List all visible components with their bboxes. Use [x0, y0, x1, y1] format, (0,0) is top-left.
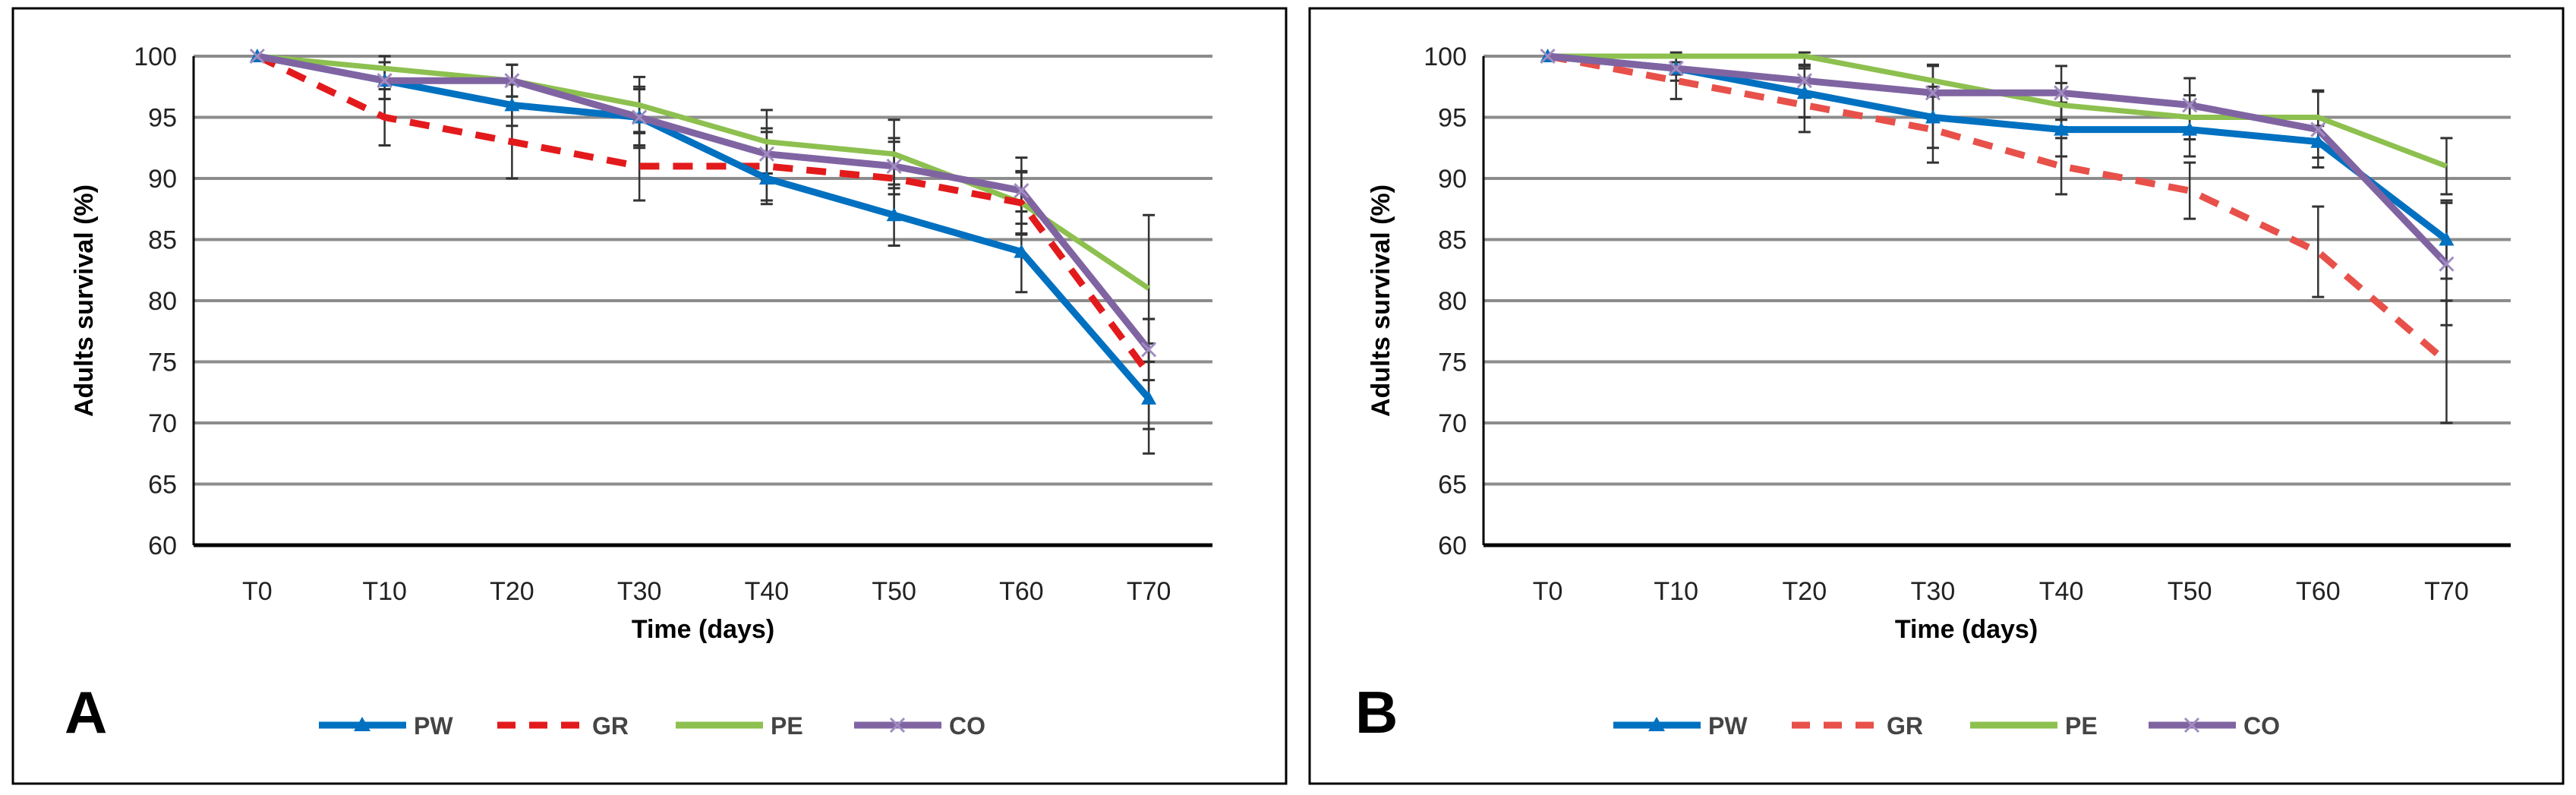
y-tick-label: 85 [1438, 226, 1467, 255]
y-tick-label: 75 [148, 349, 177, 377]
chart-panel-a: 60 65 70 75 80 85 90 95 100 T0 T10 T20 T30 T40 T50 T60 T… [11, 7, 1288, 785]
legend-item-pw: PW [319, 712, 453, 740]
y-tick-label: 80 [1438, 287, 1467, 316]
data-point-co [1540, 48, 1556, 65]
x-tick-label: T70 [1127, 577, 1171, 606]
y-tick-label: 65 [1438, 471, 1467, 500]
legend-item-gr: GR [1792, 712, 1923, 740]
x-axis-title: Time (days) [632, 615, 774, 644]
data-point-co [758, 146, 774, 162]
x-tick-label: T0 [1533, 577, 1563, 606]
y-tick-label: 85 [148, 226, 177, 255]
legend-label: PE [2065, 712, 2098, 740]
y-tick-label: 100 [134, 43, 177, 71]
x-tick-label: T60 [999, 577, 1044, 606]
y-tick-label: 70 [1438, 409, 1467, 438]
panel-label: A [65, 679, 107, 746]
triangle-marker-icon [354, 717, 370, 731]
x-tick-label: T30 [1911, 577, 1956, 606]
data-point-co [1141, 342, 1157, 358]
legend-item-gr: GR [497, 712, 629, 740]
series-line-pe [257, 53, 1151, 291]
data-point-co [2310, 121, 2326, 137]
x-tick-label: T30 [617, 577, 662, 606]
x-marker-icon [889, 717, 906, 733]
data-point-co [249, 48, 265, 65]
x-tick-label: T50 [872, 577, 916, 606]
data-point-co [377, 73, 393, 89]
series-line-pw [257, 52, 1152, 401]
x-tick-label: T10 [362, 577, 407, 606]
y-tick-label: 75 [1438, 349, 1467, 377]
y-tick-label: 90 [1438, 165, 1467, 194]
data-point-pw [2439, 232, 2455, 246]
x-tick-label: T60 [2296, 577, 2341, 606]
legend-item-co: CO [854, 712, 985, 740]
data-point-pw [2310, 134, 2326, 148]
data-point-co [2439, 256, 2455, 272]
data-point-pw [1925, 109, 1941, 124]
legend-item-co: CO [2149, 712, 2280, 740]
y-axis-title: Adults survival (%) [70, 185, 99, 417]
data-point-pw [2182, 121, 2198, 136]
chart-panel-b: 60 65 70 75 80 85 90 95 100 T0 T10 T20 T30 T40 T50 T60 T… [1308, 7, 2565, 785]
data-point-co [632, 109, 648, 125]
panel-border [1308, 7, 2565, 785]
x-tick-label: T70 [2424, 577, 2469, 606]
y-tick-label: 70 [148, 409, 177, 438]
panel-border [11, 7, 1288, 785]
data-point-co [886, 158, 902, 174]
data-point-pw [758, 171, 774, 185]
data-point-co [2053, 85, 2070, 101]
y-tick-label: 65 [148, 471, 177, 500]
panel-label: B [1355, 679, 1398, 746]
legend-label: GR [1887, 712, 1923, 740]
data-point-co [1668, 61, 1684, 77]
x-tick-label: T20 [1783, 577, 1827, 606]
y-tick-label: 100 [1424, 43, 1467, 71]
y-tick-label: 95 [1438, 104, 1467, 133]
x-tick-label: T10 [1654, 577, 1698, 606]
legend-item-pw: PW [1613, 712, 1748, 740]
x-tick-label: T0 [242, 577, 273, 606]
data-point-pw [886, 207, 902, 222]
data-point-pw [1796, 85, 1812, 99]
legend-label: GR [592, 712, 629, 740]
legend-label: CO [2243, 712, 2280, 740]
data-point-co [504, 73, 520, 89]
y-tick-label: 95 [148, 104, 177, 133]
series-line-co [257, 52, 1152, 352]
data-point-pw [504, 97, 520, 112]
y-tick-label: 80 [148, 287, 177, 316]
legend-item-pe: PE [1970, 712, 2098, 740]
legend-label: CO [949, 712, 985, 740]
data-point-pw [1014, 244, 1029, 258]
series-line-gr [1547, 52, 2449, 364]
triangle-marker-icon [1648, 717, 1665, 731]
y-tick-label: 60 [148, 532, 177, 560]
data-point-pw [1141, 390, 1157, 405]
legend-item-pe: PE [676, 712, 803, 740]
data-point-co [1796, 73, 1812, 89]
x-tick-label: T40 [745, 577, 790, 606]
legend-label: PE [771, 712, 803, 740]
data-point-co [1014, 183, 1029, 199]
y-tick-label: 60 [1438, 532, 1467, 560]
legend-label: PW [414, 712, 453, 740]
x-marker-icon [2183, 717, 2200, 733]
series-line-co [1547, 52, 2449, 267]
y-axis-title: Adults survival (%) [1367, 185, 1395, 417]
data-point-co [2182, 97, 2198, 113]
x-axis-title: Time (days) [1895, 615, 2038, 644]
data-point-pw [2054, 121, 2070, 136]
x-tick-label: T20 [490, 577, 534, 606]
x-tick-label: T40 [2039, 577, 2084, 606]
x-tick-label: T50 [2168, 577, 2212, 606]
y-tick-label: 90 [148, 165, 177, 194]
legend-label: PW [1708, 712, 1748, 740]
data-point-co [1925, 85, 1941, 101]
